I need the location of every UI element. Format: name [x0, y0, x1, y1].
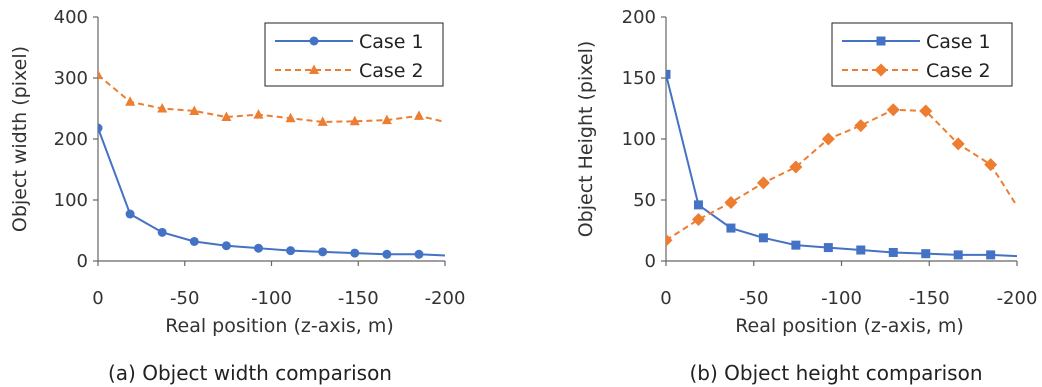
- data-point: [823, 243, 833, 253]
- legend-label: Case 1: [926, 31, 991, 53]
- data-point: [791, 240, 801, 250]
- x-axis-title: Real position (z-axis, m): [165, 315, 394, 337]
- data-point: [414, 249, 424, 259]
- chart-object-height: 0 50 100 150 200 0 -50 -100 -150 -200 Real positio…: [575, 7, 1037, 385]
- legend: Case 1 Case 2: [264, 22, 444, 87]
- data-point: [318, 247, 328, 257]
- data-point: [125, 209, 135, 219]
- x-tick-label: -200: [997, 288, 1038, 309]
- data-point: [382, 249, 392, 259]
- chart-caption: (a) Object width comparison: [108, 361, 392, 385]
- data-point: [756, 176, 770, 190]
- series-2: [666, 103, 1017, 247]
- data-point: [157, 103, 168, 113]
- x-tick-label: -50: [170, 288, 199, 309]
- legend-marker: [874, 63, 888, 77]
- x-tick-label: 0: [92, 288, 103, 309]
- data-point: [919, 104, 933, 118]
- x-tick-label: -100: [251, 288, 292, 309]
- series-line: [98, 74, 445, 123]
- y-tick-label: 300: [54, 68, 88, 89]
- y-tick-label: 50: [633, 190, 656, 211]
- y-axis-title: Object width (pixel): [9, 46, 31, 232]
- data-point: [221, 241, 231, 251]
- legend-box: [831, 22, 1013, 87]
- x-tick-label: -150: [909, 288, 950, 309]
- data-point: [953, 250, 963, 260]
- data-point: [821, 132, 835, 146]
- data-point: [984, 158, 998, 172]
- data-point: [691, 213, 705, 227]
- data-point: [693, 200, 703, 210]
- legend-marker: [309, 64, 319, 74]
- data-point: [286, 246, 296, 256]
- data-point: [221, 111, 232, 122]
- data-point: [189, 236, 199, 246]
- series-line: [98, 127, 445, 257]
- y-tick-label: 200: [54, 129, 88, 150]
- x-tick-label: -50: [739, 288, 768, 309]
- series-line: [666, 108, 1017, 242]
- y-tick-label: 100: [622, 129, 656, 150]
- legend-label: Case 2: [926, 60, 991, 82]
- y-tick-label: 100: [54, 190, 88, 211]
- data-point: [886, 103, 900, 117]
- x-axis-title: Real position (z-axis, m): [735, 315, 964, 337]
- data-point: [98, 123, 103, 133]
- series-line: [666, 74, 1017, 258]
- data-point: [854, 119, 868, 133]
- data-point: [253, 109, 264, 119]
- data-point: [189, 105, 200, 115]
- legend-label: Case 2: [359, 60, 424, 82]
- x-tick-label: -100: [821, 288, 862, 309]
- series-2: [98, 69, 445, 126]
- data-point: [888, 247, 898, 257]
- y-tick-label: 200: [622, 7, 656, 28]
- data-point: [253, 243, 263, 253]
- y-tick-label: 400: [54, 7, 88, 28]
- y-tick-label: 0: [77, 251, 88, 272]
- legend-marker: [876, 36, 886, 46]
- data-point: [98, 69, 103, 79]
- y-tick-label: 150: [622, 68, 656, 89]
- data-point: [666, 233, 673, 247]
- y-axis-title: Object Height (pixel): [575, 41, 597, 238]
- legend-marker: [309, 36, 319, 46]
- data-point: [921, 249, 931, 259]
- legend: Case 1 Case 2: [831, 22, 1013, 87]
- data-point: [724, 195, 738, 209]
- data-point: [789, 160, 803, 174]
- data-point: [726, 223, 736, 233]
- data-point: [381, 114, 392, 125]
- data-point: [157, 227, 167, 237]
- series-1: [666, 69, 1017, 260]
- data-point: [285, 112, 296, 123]
- chart-caption: (b) Object height comparison: [689, 361, 982, 385]
- data-point: [951, 137, 965, 151]
- data-point: [317, 116, 328, 126]
- legend-label: Case 1: [359, 31, 424, 53]
- data-point: [413, 110, 424, 120]
- x-tick-label: 0: [660, 288, 671, 309]
- x-tick-label: -150: [338, 288, 379, 309]
- data-point: [666, 69, 671, 79]
- y-tick-label: 0: [645, 251, 656, 272]
- series-1: [98, 123, 445, 259]
- x-tick-label: -200: [425, 288, 466, 309]
- data-point: [758, 233, 768, 243]
- data-point: [350, 248, 360, 258]
- legend-box: [264, 22, 444, 87]
- data-point: [856, 245, 866, 255]
- data-point: [349, 115, 360, 126]
- data-point: [125, 96, 136, 106]
- chart-object-width: 0 100 200 300 400 0 -50 -100 -150 -200 Real positi…: [9, 7, 465, 385]
- data-point: [986, 250, 996, 260]
